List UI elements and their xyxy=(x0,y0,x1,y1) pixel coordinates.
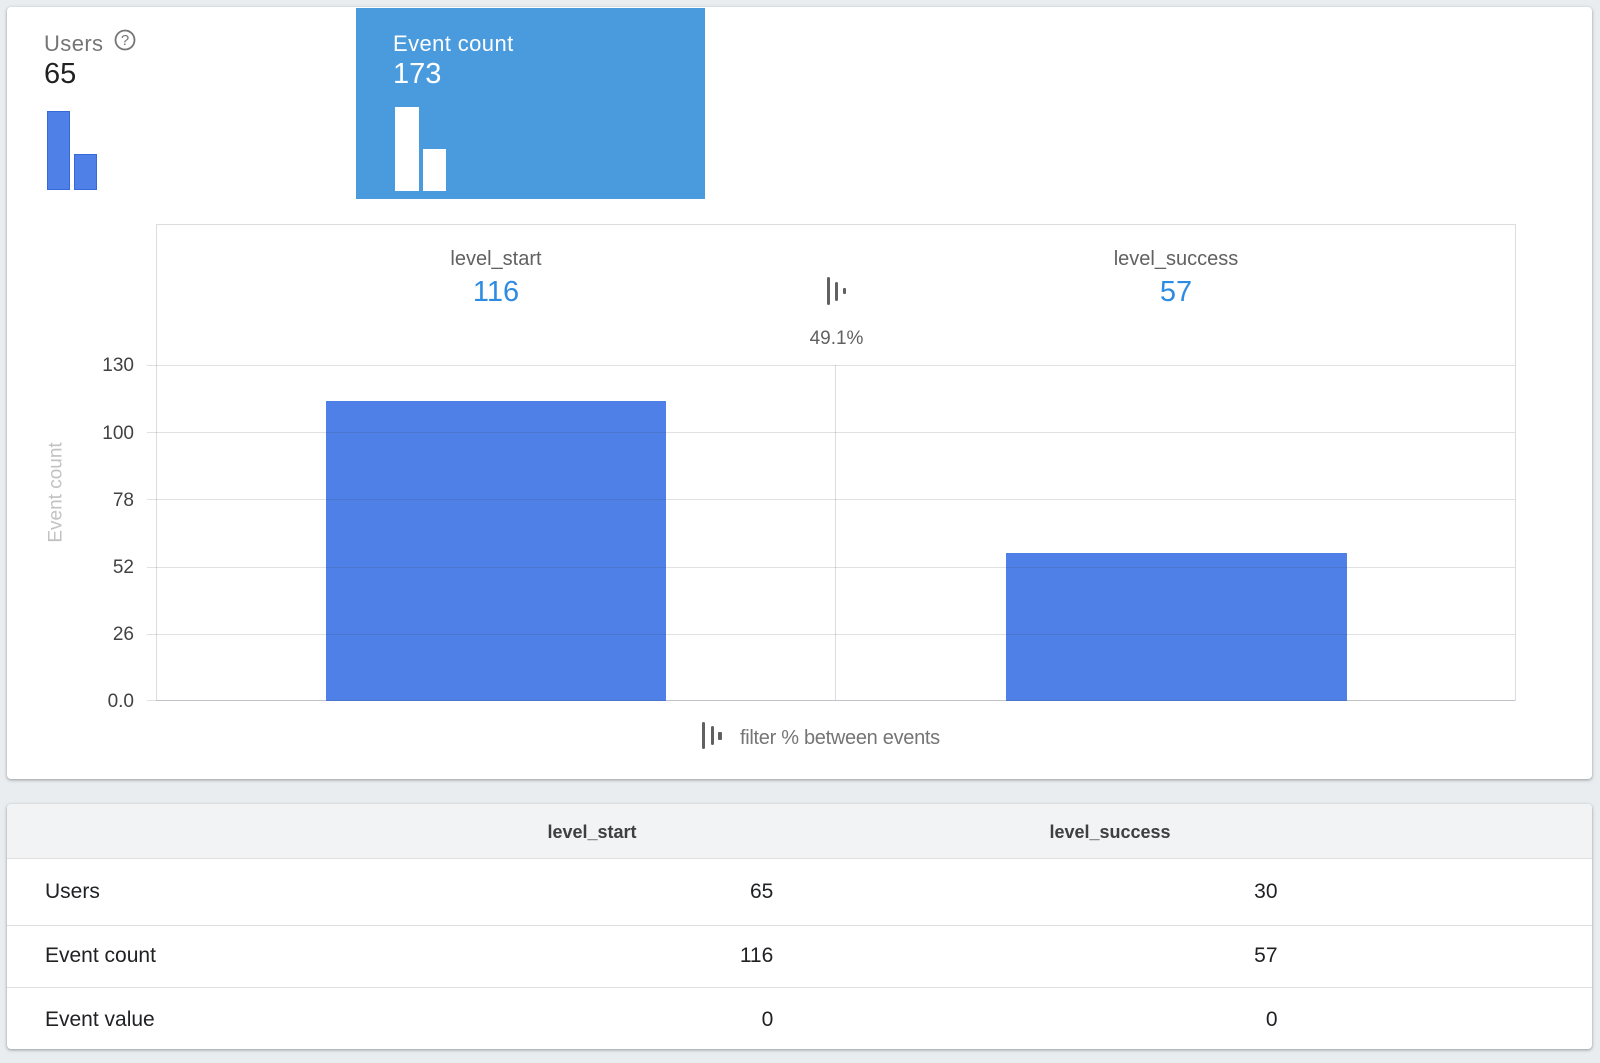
svg-text:?: ? xyxy=(121,32,129,49)
